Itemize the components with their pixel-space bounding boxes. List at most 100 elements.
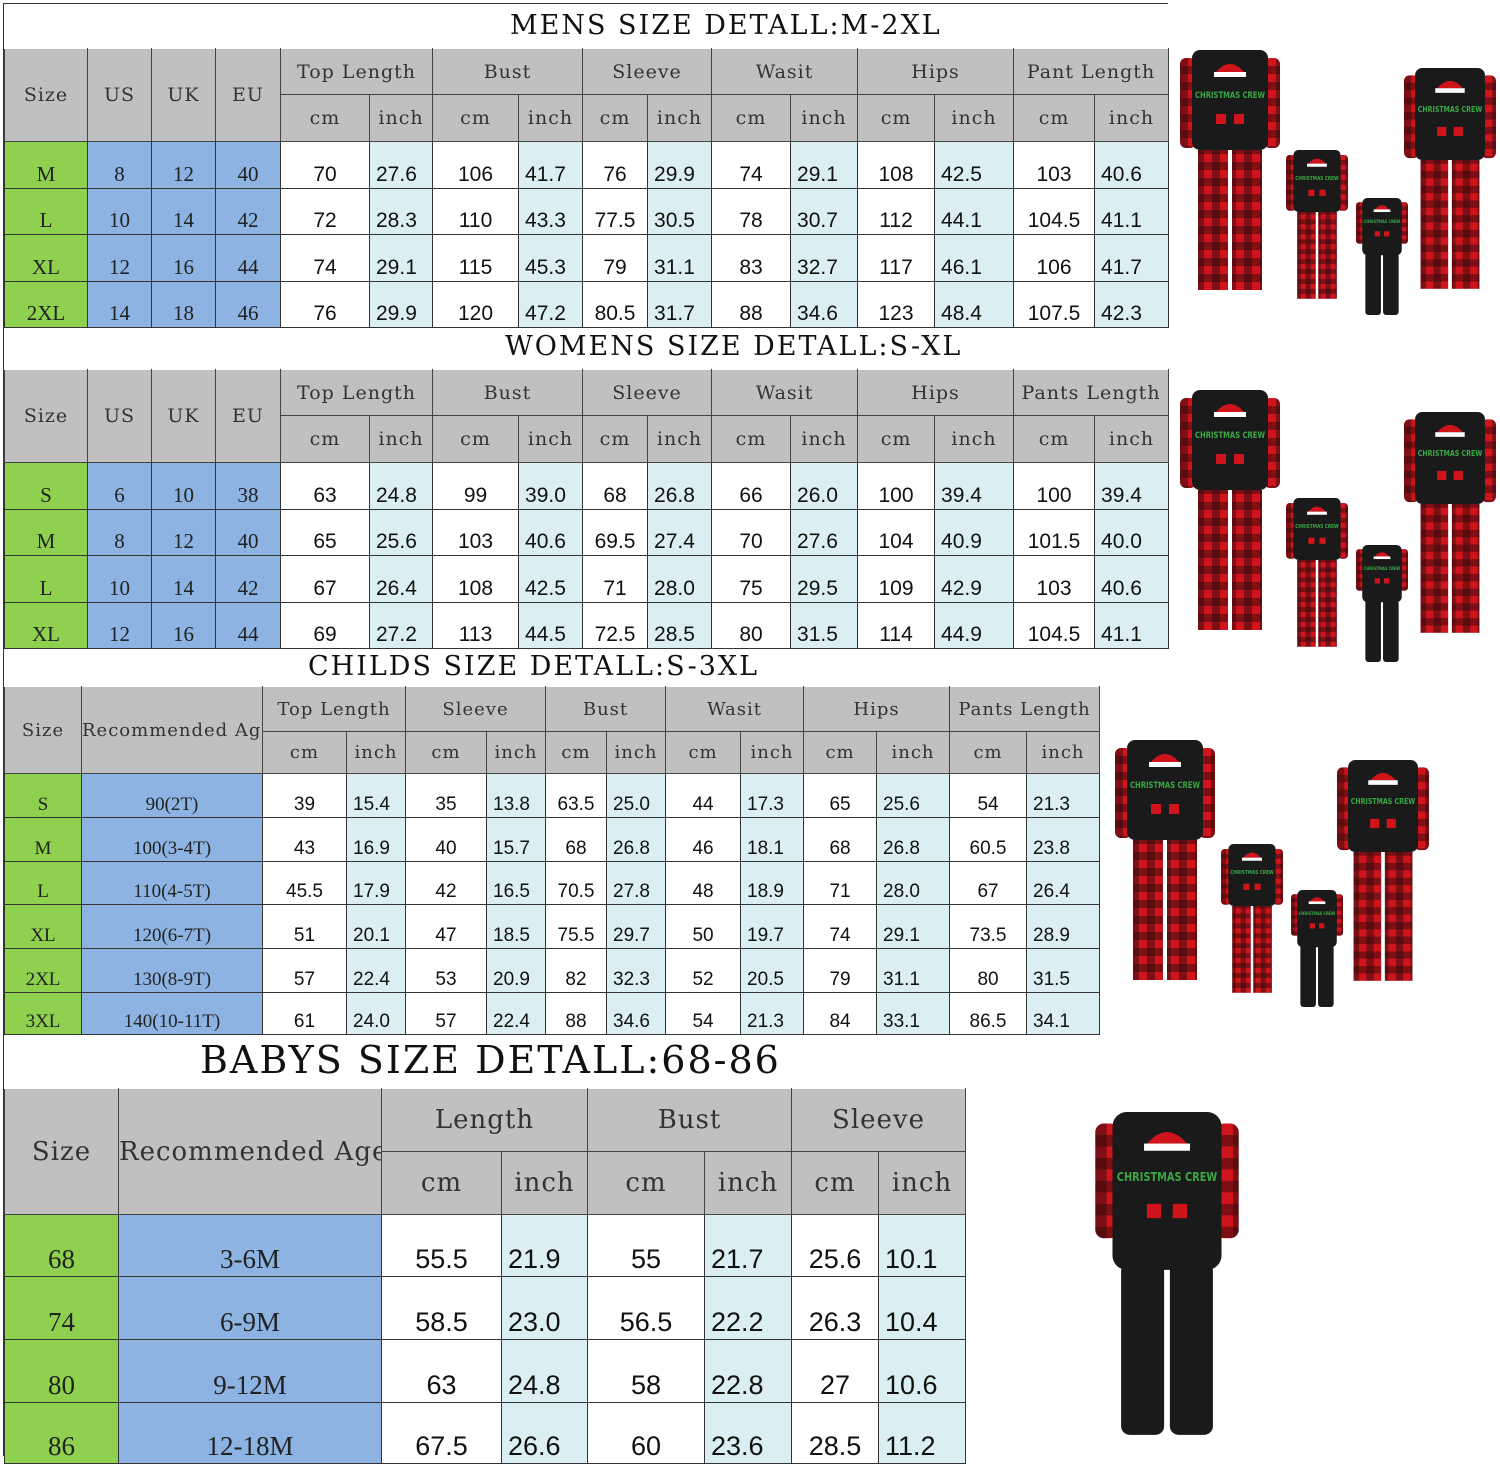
cm-value-cell: 58.5 xyxy=(381,1276,502,1340)
table-row: S 6 10 38 63 24.8 99 39.0 68 26.8 66 26.0 100 39.4 100… xyxy=(4,462,1170,510)
unit-header: inch xyxy=(934,94,1015,142)
inch-value-cell: 29.9 xyxy=(368,281,434,328)
size-conversion-cell: 40 xyxy=(215,509,281,556)
inch-value-cell: 40.9 xyxy=(934,509,1015,556)
size-conversion-cell: 12 xyxy=(87,234,152,282)
santa-hat-icon xyxy=(1216,64,1244,72)
babys-size-table: Size Recommended Age Length Bust Sleeve cm inc… xyxy=(4,1088,967,1464)
size-conversion-cell: 14 xyxy=(87,281,152,328)
inch-value-cell: 20.9 xyxy=(486,948,546,993)
size-conversion-cell: 14 xyxy=(151,555,216,603)
cm-value-cell: 57 xyxy=(262,948,347,993)
santa-hat-icon xyxy=(1437,424,1463,433)
inch-value-cell: 31.7 xyxy=(647,281,713,328)
cm-value-cell: 58 xyxy=(587,1339,706,1403)
unit-header: cm xyxy=(262,731,347,774)
inch-value-cell: 40.0 xyxy=(1094,509,1170,556)
santa-hat-icon xyxy=(1374,205,1390,210)
table-row: M 8 12 40 70 27.6 106 41.7 76 29.9 74 29.1 108 42.5 10… xyxy=(4,141,1170,189)
column-group-header: Bust xyxy=(544,686,667,732)
size-conversion-cell: 8 xyxy=(87,141,152,189)
column-header: UK xyxy=(151,48,216,142)
inch-value-cell: 25.0 xyxy=(605,773,667,818)
cm-value-cell: 104.5 xyxy=(1013,602,1096,649)
age-cell: 100(3-4T) xyxy=(81,817,263,862)
size-conversion-cell: 10 xyxy=(151,462,216,510)
cm-value-cell: 117 xyxy=(857,234,936,282)
inch-value-cell: 29.1 xyxy=(790,141,859,189)
cm-value-cell: 84 xyxy=(803,992,878,1035)
unit-header: cm xyxy=(582,415,649,463)
baby-romper-image: CHRISTMAS CREW xyxy=(1291,890,1343,1007)
cm-value-cell: 104.5 xyxy=(1013,188,1096,235)
inch-value-cell: 44.1 xyxy=(934,188,1015,235)
inch-value-cell: 41.1 xyxy=(1094,188,1170,235)
size-cell: XL xyxy=(4,234,88,282)
column-header: EU xyxy=(215,48,281,142)
unit-header: inch xyxy=(647,415,713,463)
inch-value-cell: 15.4 xyxy=(346,773,406,818)
inch-value-cell: 41.7 xyxy=(1094,234,1170,282)
unit-header: inch xyxy=(934,415,1015,463)
inch-value-cell: 34.6 xyxy=(605,992,667,1035)
inch-value-cell: 23.8 xyxy=(1026,817,1101,862)
cm-value-cell: 65 xyxy=(280,509,370,556)
inch-value-cell: 30.5 xyxy=(647,188,713,235)
unit-header: cm xyxy=(280,415,370,463)
column-header: US xyxy=(87,369,152,463)
inch-value-cell: 26.4 xyxy=(368,555,434,603)
inch-value-cell: 41.7 xyxy=(518,141,584,189)
cm-value-cell: 71 xyxy=(582,555,649,603)
table-row: L 10 14 42 72 28.3 110 43.3 77.5 30.5 78 30.7 112 44.… xyxy=(4,188,1170,235)
inch-value-cell: 42.3 xyxy=(1094,281,1170,328)
cm-value-cell: 67.5 xyxy=(381,1402,502,1464)
column-header: Size xyxy=(4,369,88,463)
cm-value-cell: 80 xyxy=(949,948,1028,993)
inch-value-cell: 22.4 xyxy=(486,992,546,1035)
unit-header: inch xyxy=(518,94,584,142)
column-group-header: Sleeve xyxy=(405,686,546,732)
unit-header: inch xyxy=(368,415,434,463)
cm-value-cell: 57 xyxy=(405,992,487,1035)
cm-value-cell: 54 xyxy=(665,992,742,1035)
column-header: Recommended Age xyxy=(118,1088,382,1215)
unit-header: inch xyxy=(346,731,406,774)
size-conversion-cell: 10 xyxy=(87,188,152,235)
unit-header: inch xyxy=(605,731,667,774)
unit-header: cm xyxy=(432,415,520,463)
inch-value-cell: 47.2 xyxy=(518,281,584,328)
cm-value-cell: 110 xyxy=(432,188,520,235)
shirt-print-text: CHRISTMAS CREW xyxy=(1130,781,1200,791)
mens-title: MENS SIZE DETALL:M-2XL xyxy=(510,10,942,41)
cm-value-cell: 99 xyxy=(432,462,520,510)
inch-value-cell: 24.0 xyxy=(346,992,406,1035)
cm-value-cell: 52 xyxy=(665,948,742,993)
santa-hat-icon xyxy=(1370,772,1396,781)
table-row: 86 12-18M 67.5 26.6 60 23.6 28.5 11.2 xyxy=(4,1402,967,1464)
cm-value-cell: 55.5 xyxy=(381,1214,502,1277)
size-conversion-cell: 38 xyxy=(215,462,281,510)
cm-value-cell: 46 xyxy=(665,817,742,862)
inch-value-cell: 40.6 xyxy=(1094,141,1170,189)
table-row: XL 12 16 44 69 27.2 113 44.5 72.5 28.5 80 31.5 114 44… xyxy=(4,602,1170,649)
cm-value-cell: 25.6 xyxy=(791,1214,880,1277)
cm-value-cell: 42 xyxy=(405,861,487,905)
inch-value-cell: 28.9 xyxy=(1026,904,1101,949)
column-group-header: Hips xyxy=(857,369,1015,416)
size-conversion-cell: 6 xyxy=(87,462,152,510)
cm-value-cell: 74 xyxy=(803,904,878,949)
unit-header: inch xyxy=(878,1151,967,1215)
inch-value-cell: 22.8 xyxy=(704,1339,793,1403)
cm-value-cell: 50 xyxy=(665,904,742,949)
size-conversion-cell: 42 xyxy=(215,188,281,235)
unit-header: inch xyxy=(876,731,951,774)
cm-value-cell: 27 xyxy=(791,1339,880,1403)
childs-title: CHILDS SIZE DETALL:S-3XL xyxy=(308,651,760,682)
size-cell: L xyxy=(4,188,88,235)
santa-hat-icon xyxy=(1243,852,1261,858)
cm-value-cell: 82 xyxy=(545,948,607,993)
santa-hat-icon xyxy=(1437,80,1463,89)
unit-header: cm xyxy=(949,731,1028,774)
santa-hat-icon xyxy=(1309,897,1325,902)
size-cell: L xyxy=(4,861,82,905)
